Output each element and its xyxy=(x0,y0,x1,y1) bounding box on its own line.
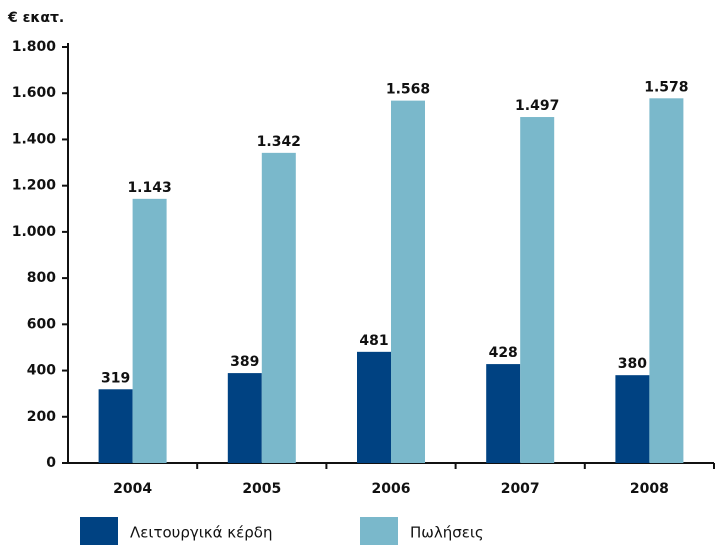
y-tick-label: 800 xyxy=(27,270,56,286)
value-label: 389 xyxy=(230,354,259,370)
value-label: 1.342 xyxy=(257,134,301,150)
bar xyxy=(227,373,262,463)
bar xyxy=(98,389,133,463)
value-label: 380 xyxy=(618,356,647,372)
value-label: 481 xyxy=(359,333,388,349)
value-label: 1.568 xyxy=(386,82,430,98)
value-label: 1.497 xyxy=(515,98,559,114)
value-label: 319 xyxy=(101,370,130,386)
x-tick-label: 2006 xyxy=(372,481,411,497)
bar xyxy=(261,152,296,464)
bar xyxy=(391,100,425,464)
bar xyxy=(649,98,684,463)
y-tick-label: 1.200 xyxy=(12,178,57,194)
legend-label: Λειτουργικά κέρδη xyxy=(130,524,272,542)
value-label: 1.578 xyxy=(644,79,688,95)
y-tick-label: 600 xyxy=(27,316,56,332)
x-tick-label: 2004 xyxy=(113,481,152,497)
y-tick-label: 0 xyxy=(46,455,56,471)
bar xyxy=(615,375,650,463)
value-label: 428 xyxy=(489,345,518,361)
legend-swatch xyxy=(80,517,118,545)
y-tick-label: 1.400 xyxy=(12,131,57,147)
x-tick-label: 2007 xyxy=(501,481,540,497)
y-axis-label: € εκατ. xyxy=(7,10,64,26)
y-tick-label: 1.000 xyxy=(12,224,57,240)
bar xyxy=(520,117,555,463)
bar xyxy=(357,351,391,463)
legend-swatch xyxy=(360,517,398,545)
bar xyxy=(132,198,167,463)
x-tick-label: 2005 xyxy=(242,481,281,497)
bar xyxy=(486,364,521,463)
y-tick-label: 400 xyxy=(27,363,56,379)
x-tick-label: 2008 xyxy=(630,481,669,497)
y-tick-label: 200 xyxy=(27,409,56,425)
legend-label: Πωλήσεις xyxy=(410,524,484,542)
value-label: 1.143 xyxy=(127,180,171,196)
y-tick-label: 1.600 xyxy=(12,85,57,101)
y-tick-label: 1.800 xyxy=(12,39,57,55)
